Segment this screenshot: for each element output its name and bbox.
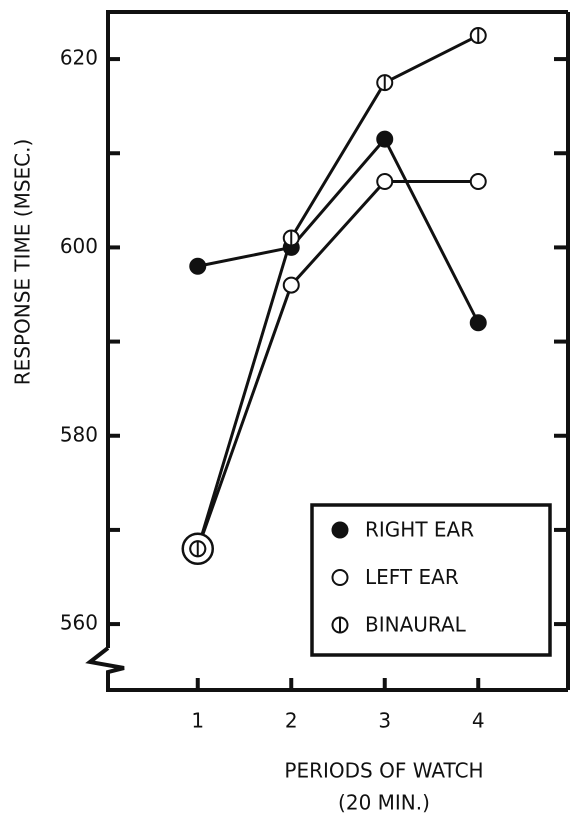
marker xyxy=(282,229,300,247)
y-axis-label: RESPONSE TIME (MSEC.) xyxy=(11,139,35,386)
marker xyxy=(282,276,300,294)
marker xyxy=(376,173,394,190)
marker-circle xyxy=(469,173,487,190)
marker xyxy=(331,616,349,634)
marker xyxy=(376,130,394,148)
marker-circle xyxy=(189,257,207,275)
marker-circle xyxy=(331,521,349,539)
series-line xyxy=(196,34,479,550)
x-tick-label: 3 xyxy=(378,709,391,733)
y-tick-label: 560 xyxy=(60,611,98,635)
series-line xyxy=(197,136,480,324)
marker xyxy=(189,257,207,275)
marker-circle xyxy=(469,314,487,332)
marker xyxy=(376,74,394,92)
marker-circle xyxy=(331,569,349,586)
x-tick-label: 1 xyxy=(191,709,204,733)
marker-circle xyxy=(282,276,300,294)
x-axis-label: PERIODS OF WATCH xyxy=(284,759,483,783)
y-tick-label: 580 xyxy=(60,422,98,446)
marker xyxy=(331,569,349,586)
legend: RIGHT EAR LEFT EAR BINAURAL xyxy=(310,503,552,657)
legend-label: BINAURAL xyxy=(365,613,467,637)
x-axis-label: (20 MIN.) xyxy=(338,791,430,815)
y-tick-label: 600 xyxy=(60,234,98,258)
legend-box xyxy=(310,503,552,657)
marker xyxy=(469,173,487,190)
y-tick-label: 620 xyxy=(60,46,98,70)
legend-label: LEFT EAR xyxy=(365,565,459,589)
marker xyxy=(189,540,207,558)
series-line xyxy=(196,180,479,550)
legend-label: RIGHT EAR xyxy=(365,518,474,542)
marker-circle xyxy=(376,130,394,148)
x-tick-label: 4 xyxy=(472,709,485,733)
marker-circle xyxy=(376,173,394,190)
axis-break xyxy=(85,646,125,690)
x-tick-label: 2 xyxy=(285,709,298,733)
marker xyxy=(331,521,349,539)
marker xyxy=(469,314,487,332)
marker xyxy=(469,27,487,45)
